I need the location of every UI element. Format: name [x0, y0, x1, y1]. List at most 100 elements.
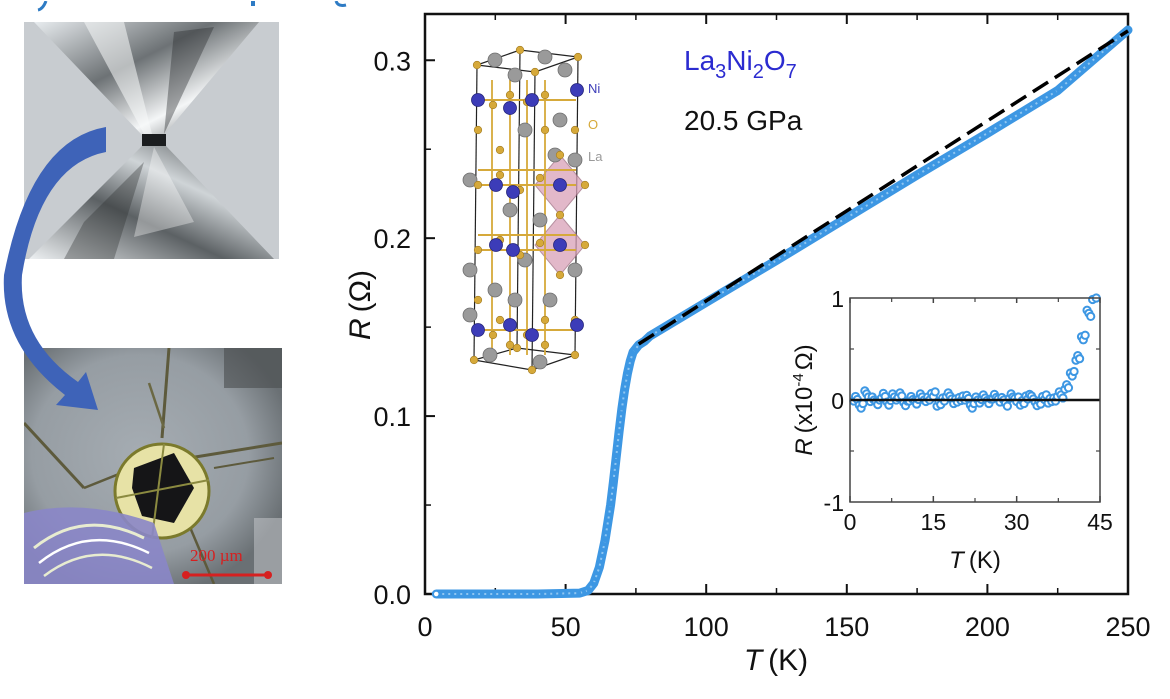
inset-x-tick-label: 45	[1087, 509, 1113, 535]
la-atom	[462, 307, 478, 323]
main-data-point	[623, 387, 627, 391]
main-data-point	[586, 588, 590, 592]
la-atom	[532, 354, 548, 370]
o-atom	[488, 100, 498, 110]
curved-arrow-icon	[3, 127, 107, 410]
main-y-tick-label: 0.2	[373, 224, 411, 254]
o-atom	[473, 295, 483, 305]
main-x-tick-label: 50	[551, 612, 581, 642]
main-y-tick-label: 0.0	[373, 580, 411, 610]
o-atom	[540, 90, 550, 100]
o-atom	[469, 355, 479, 365]
o-atom	[540, 315, 550, 325]
inset-data-point	[1069, 366, 1079, 377]
la-atom	[487, 282, 503, 298]
o-atom	[495, 170, 505, 180]
main-y-tick-label: 0.3	[373, 46, 411, 76]
inset-data-point	[930, 387, 940, 397]
la-atom	[532, 212, 548, 228]
ni-atom	[506, 185, 520, 199]
o-atom	[555, 150, 565, 160]
main-data-point	[676, 317, 680, 321]
inset-y-tick-label: -1	[824, 490, 844, 516]
inset-x-tick-label: 0	[844, 509, 857, 535]
diamond-anvil-photo	[24, 22, 279, 259]
o-atom	[473, 180, 483, 190]
main-data-point	[578, 591, 582, 595]
compound-formula: La3Ni2O7	[684, 45, 797, 83]
inset-y-tick-label: 0	[831, 388, 844, 414]
o-atom	[570, 125, 580, 135]
main-y-ticks: 0.0 0.1 0.2 0.3	[373, 46, 435, 610]
main-x-tick-label: 0	[417, 612, 432, 642]
o-atom	[473, 245, 483, 255]
o-atom	[495, 145, 505, 155]
la-atom	[557, 62, 573, 78]
la-atom	[537, 49, 553, 65]
la-atom	[462, 172, 478, 188]
la-atom	[482, 347, 498, 363]
main-x-tick-label: 250	[1105, 612, 1150, 642]
inset-x-ticks: 0 15 30 45	[844, 298, 1113, 535]
main-data-point	[915, 173, 919, 177]
la-atom	[462, 262, 478, 278]
inset-data-point	[1002, 401, 1012, 411]
main-y-axis-title: R(Ω)	[344, 270, 377, 340]
main-data-point	[609, 503, 613, 507]
inset-y-tick-label: 1	[831, 286, 844, 312]
main-data-point	[628, 359, 632, 363]
main-data-point	[614, 455, 618, 459]
la-atom	[507, 67, 523, 83]
main-data-point	[617, 430, 621, 434]
main-data-point	[592, 581, 596, 585]
main-data-curve-highlight	[436, 29, 1129, 595]
inset-data-point	[1075, 354, 1085, 364]
crystal-legend-o: O	[588, 117, 598, 132]
o-atom	[555, 210, 565, 220]
o-atom	[527, 365, 537, 375]
o-atom	[495, 315, 505, 325]
main-data-point	[631, 350, 635, 354]
main-x-tick-label: 100	[684, 612, 729, 642]
main-plot: 0 50 100 150 200 250 0.00.10.20.3 T (K) R(Ω)	[344, 12, 1151, 677]
main-x-axis-title: T (K)	[744, 644, 808, 677]
inset-x-tick-label: 30	[1004, 509, 1030, 535]
ni-atom	[503, 318, 517, 332]
la-atom	[487, 52, 503, 68]
o-atom	[530, 67, 540, 77]
ni-atom	[570, 83, 584, 97]
o-atom	[472, 60, 482, 70]
o-atom	[580, 180, 590, 190]
la-atom	[517, 122, 533, 138]
main-x-ticks: 0 50 100 150 200 250	[417, 14, 1151, 642]
la-atom	[567, 262, 583, 278]
scale-bar-label: 200 µm	[190, 546, 243, 565]
o-atom	[535, 173, 545, 183]
ni-atom	[471, 323, 485, 337]
main-data-point	[611, 480, 615, 484]
inset-data-point	[1080, 330, 1090, 340]
la-atom	[567, 152, 583, 168]
inset-series	[849, 293, 1101, 413]
o-atom	[573, 52, 583, 62]
ni-atom	[553, 238, 567, 252]
diamond-anvil-image	[24, 22, 279, 259]
o-atom	[512, 343, 522, 353]
ni-atom	[553, 178, 567, 192]
linear-fit-line	[637, 29, 1129, 346]
ni-atom	[489, 178, 503, 192]
o-atom	[535, 238, 545, 248]
ni-atom	[506, 243, 520, 257]
main-data-point	[597, 565, 601, 569]
la-atom	[542, 292, 558, 308]
inset-x-axis-title: T (K)	[949, 547, 1001, 574]
o-atom	[540, 125, 550, 135]
main-data-point	[1056, 89, 1060, 93]
o-atom	[515, 45, 525, 55]
la-atom	[507, 292, 523, 308]
o-atom	[505, 90, 515, 100]
main-x-tick-label: 200	[965, 612, 1010, 642]
sample-chamber-photo: 200 µm	[24, 348, 282, 584]
crystal-structure-diagram: Ni O La	[462, 45, 603, 375]
